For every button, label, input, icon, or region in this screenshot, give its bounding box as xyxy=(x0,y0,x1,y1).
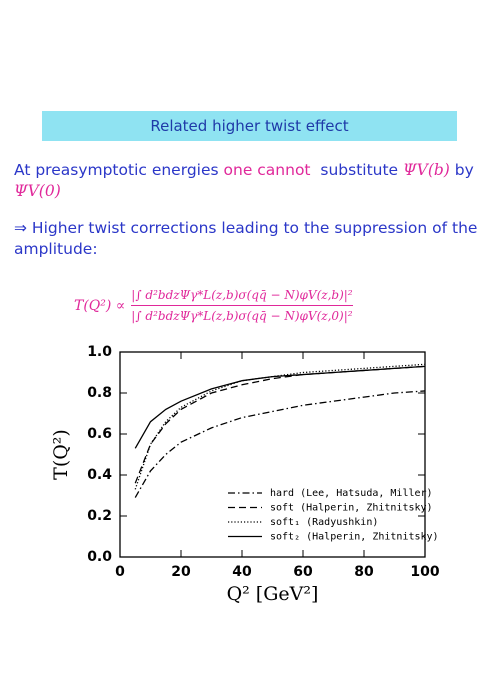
x-tick-label: 0 xyxy=(115,564,125,580)
banner: Related higher twist effect xyxy=(42,111,457,141)
y-tick-label: 1.0 xyxy=(87,344,112,360)
legend-label: soft (Halperin, Zhitnitsky) xyxy=(270,503,433,514)
y-tick-label: 0.4 xyxy=(87,467,112,483)
highlight: one cannot xyxy=(223,161,311,179)
text: At preasymptotic energies xyxy=(14,161,219,179)
y-tick-label: 0.2 xyxy=(87,508,112,524)
math: ΨV(b) xyxy=(403,161,450,179)
fraction: |∫ d²bdzΨγ*L(z,b)σ(qq̄ − N)φV(z,b)|² |∫ … xyxy=(131,288,353,323)
paragraph: At preasymptotic energies one cannot sub… xyxy=(14,160,484,202)
paragraph: ⇒ Higher twist corrections leading to th… xyxy=(14,219,478,258)
x-tick-label: 80 xyxy=(354,564,374,580)
series-line xyxy=(134,363,426,490)
x-axis-title: Q² [GeV²] xyxy=(227,583,319,605)
denominator: |∫ d²bdzΨγ*L(z,b)σ(qq̄ − N)φV(z,0)|² xyxy=(131,309,353,323)
legend-label: hard (Lee, Hatsuda, Miller) xyxy=(270,488,433,499)
numerator: |∫ d²bdzΨγ*L(z,b)σ(qq̄ − N)φV(z,b)|² xyxy=(131,288,353,306)
formula-lhs: T(Q²) ∝ xyxy=(74,297,126,314)
x-tick-label: 20 xyxy=(171,564,191,580)
y-axis-title: T(Q²) xyxy=(50,429,72,480)
series-line xyxy=(134,365,426,484)
formula: T(Q²) ∝ |∫ d²bdzΨγ*L(z,b)σ(qq̄ − N)φV(z,… xyxy=(74,288,353,323)
y-tick-label: 0.6 xyxy=(87,426,112,442)
legend-label: soft₁ (Radyushkin) xyxy=(270,517,378,528)
y-tick-label: 0.8 xyxy=(87,385,112,401)
series-line xyxy=(134,390,426,498)
x-tick-label: 40 xyxy=(232,564,252,580)
text: substitute xyxy=(320,161,399,179)
plot-frame xyxy=(119,351,426,558)
y-tick-label: 0.0 xyxy=(87,549,112,565)
series-line xyxy=(134,365,426,449)
math: ΨV(0) xyxy=(14,182,61,200)
x-tick-label: 60 xyxy=(293,564,313,580)
legend-label: soft₂ (Halperin, Zhitnitsky) xyxy=(270,532,439,543)
text: by xyxy=(454,161,474,179)
x-tick-label: 100 xyxy=(410,564,439,580)
